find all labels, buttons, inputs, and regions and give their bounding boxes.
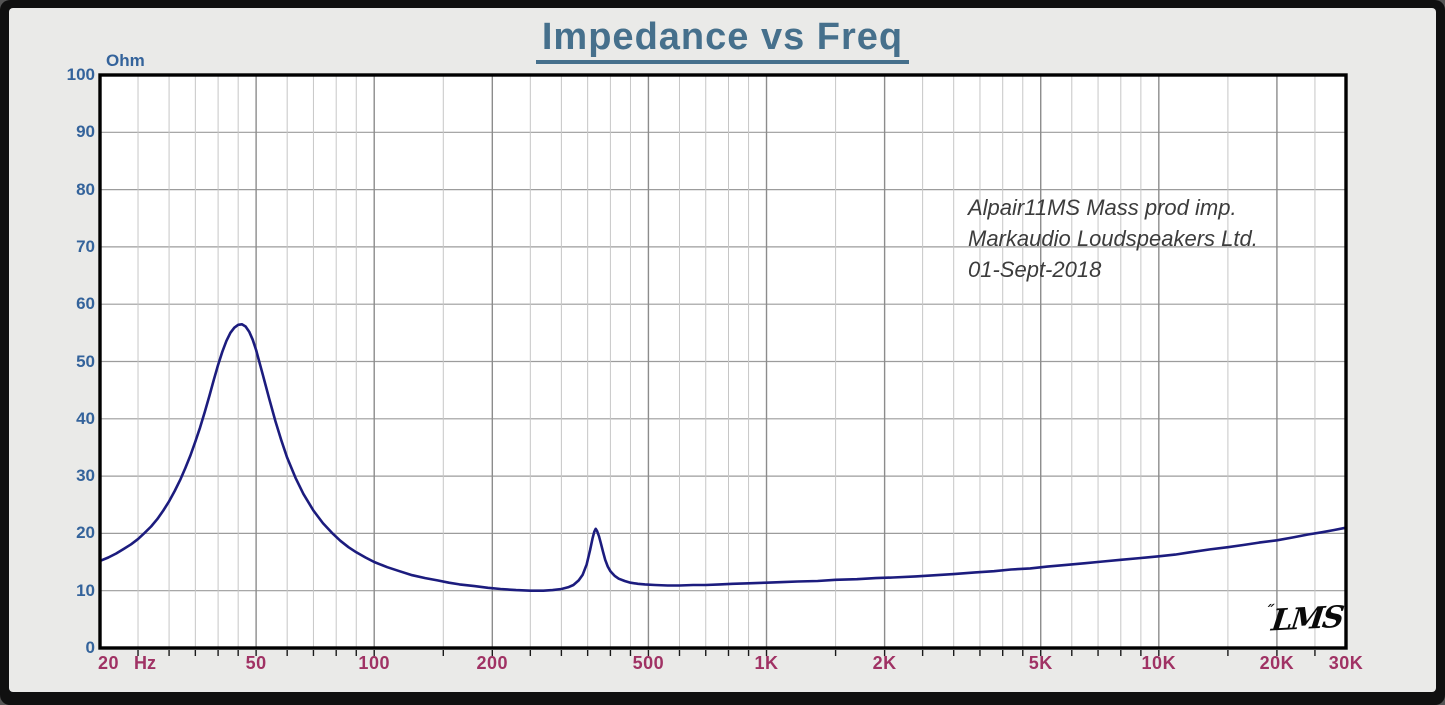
- y-tick-label-80: 80: [76, 179, 95, 199]
- x-tick-label-30k: 30K: [1328, 653, 1364, 673]
- y-tick-label-90: 90: [76, 122, 95, 142]
- annotation-line-3: 01-Sept-2018: [968, 257, 1102, 282]
- y-tick-label-60: 60: [76, 294, 95, 314]
- chart-title: Impedance vs Freq: [535, 16, 910, 64]
- measurement-annotation: Alpair11MS Mass prod imp. Markaudio Louds…: [968, 192, 1258, 285]
- annotation-line-1: Alpair11MS Mass prod imp.: [968, 195, 1237, 220]
- annotation-line-2: Markaudio Loudspeakers Ltd.: [968, 226, 1258, 251]
- x-tick-label-5k: 5K: [1028, 653, 1053, 673]
- x-tick-label-1k: 1K: [754, 653, 779, 673]
- y-tick-label-30: 30: [76, 466, 95, 486]
- chart-title-wrap: Impedance vs Freq: [0, 16, 1445, 64]
- x-tick-label-200: 200: [476, 653, 509, 673]
- x-tick-label-500: 500: [632, 653, 665, 673]
- y-tick-label-70: 70: [76, 236, 95, 256]
- y-tick-label-100: 100: [66, 65, 95, 84]
- x-tick-label-10k: 10K: [1141, 653, 1177, 673]
- y-tick-label-20: 20: [76, 523, 95, 543]
- lms-logo: ˝LMS: [1259, 598, 1345, 639]
- x-axis-unit-label: Hz: [134, 653, 156, 673]
- x-tick-label-2k: 2K: [872, 653, 897, 673]
- x-tick-label-20k: 20K: [1259, 653, 1295, 673]
- y-axis-unit-label: Ohm: [106, 51, 145, 70]
- y-tick-label-40: 40: [76, 408, 95, 428]
- y-tick-label-0: 0: [85, 638, 95, 657]
- y-tick-label-10: 10: [76, 580, 95, 600]
- x-tick-label-100: 100: [358, 653, 390, 673]
- x-tick-label-20: 20: [98, 653, 120, 673]
- y-tick-label-50: 50: [76, 351, 95, 371]
- lms-logo-text: LMS: [1269, 599, 1345, 639]
- chart-page-background: [9, 8, 1436, 692]
- x-tick-label-50: 50: [245, 653, 267, 673]
